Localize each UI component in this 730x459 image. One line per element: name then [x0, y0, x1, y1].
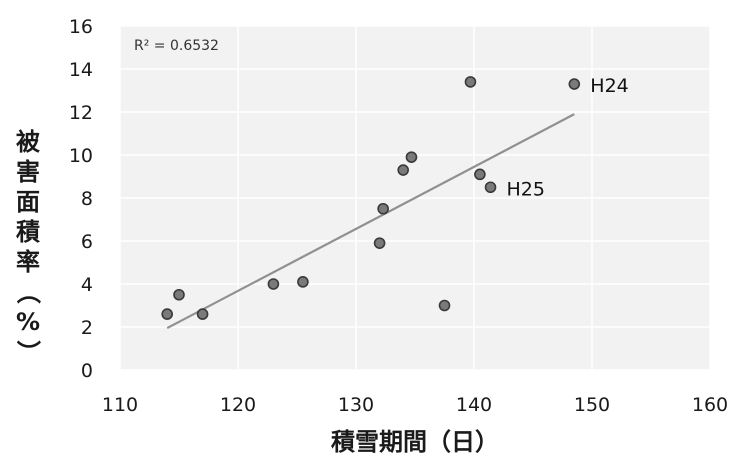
x-tick-label: 120: [220, 394, 256, 416]
y-axis-title-char: 面: [16, 188, 40, 216]
y-axis-title-char: %: [16, 308, 40, 336]
y-tick-label: 16: [69, 16, 93, 38]
y-axis-title-char: 率: [16, 248, 40, 276]
y-axis-title-char: 積: [16, 218, 40, 246]
data-point: [173, 288, 185, 301]
data-points: [161, 76, 581, 320]
x-tick-label: 110: [102, 394, 138, 416]
x-tick-label: 140: [456, 394, 492, 416]
data-point: [484, 181, 497, 194]
r-squared-label: R² = 0.6532: [134, 38, 219, 54]
data-point: [373, 237, 386, 249]
y-axis-title-char: （: [14, 280, 42, 304]
y-tick-label: 12: [69, 102, 93, 124]
data-point: [405, 151, 418, 163]
x-axis-title: 積雪期間（日）: [331, 428, 499, 456]
point-annotations: H24 H25: [507, 75, 629, 200]
y-tick-label: 8: [81, 188, 93, 210]
data-point: [161, 308, 173, 320]
y-tick-label: 2: [81, 317, 93, 339]
y-tick-label: 0: [81, 360, 93, 382]
x-tick-label: 150: [574, 394, 610, 416]
point-label: H24: [590, 75, 628, 97]
grid-lines: [119, 25, 711, 371]
data-point: [267, 278, 280, 290]
y-tick-label: 14: [69, 59, 93, 81]
y-axis-title-char: 被: [16, 128, 40, 156]
y-axis-title-char: ）: [14, 340, 42, 364]
data-point: [438, 299, 451, 312]
data-point: [568, 78, 581, 90]
point-label: H25: [507, 178, 545, 200]
data-point: [397, 164, 410, 176]
x-tick-label: 130: [338, 394, 374, 416]
data-point: [297, 276, 309, 288]
data-point: [464, 76, 477, 88]
trendline: [166, 113, 575, 330]
x-tick-label: 160: [692, 394, 728, 416]
y-tick-label: 10: [69, 145, 93, 167]
x-axis-ticks: 110 120 130 140 150 160: [102, 394, 728, 416]
y-tick-label: 4: [81, 274, 93, 296]
y-axis-ticks: 0 2 4 6 8 10 12 14 16: [69, 16, 93, 382]
y-tick-label: 6: [81, 231, 93, 253]
y-axis-title-char: 害: [16, 158, 40, 186]
data-point: [377, 202, 389, 215]
data-point: [196, 308, 209, 320]
data-point: [474, 168, 486, 181]
